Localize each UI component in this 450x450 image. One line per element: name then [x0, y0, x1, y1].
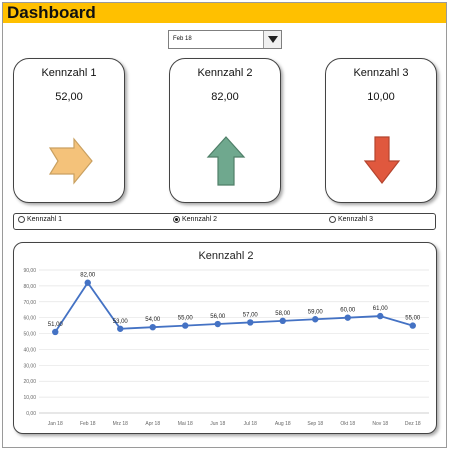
y-tick-label: 20,00: [23, 379, 36, 385]
x-tick-label: Aug 18: [275, 421, 291, 427]
x-tick-label: Jan 18: [48, 421, 63, 427]
arrow-down-icon: [363, 136, 401, 184]
data-label: 57,00: [243, 312, 259, 318]
y-tick-label: 0,00: [26, 411, 36, 417]
x-tick-label: Apr 18: [145, 421, 160, 427]
chart-title: Kennzahl 2: [198, 250, 253, 262]
data-label: 61,00: [373, 306, 389, 312]
radio-option-kennzahl-2[interactable]: Kennzahl 2: [173, 216, 217, 223]
arrow-right-icon: [48, 137, 93, 185]
radio-button[interactable]: [18, 216, 25, 223]
x-tick-label: Jul 18: [244, 421, 258, 427]
line-chart: Kennzahl 2 0,00 10,00 20,00 30,00 40,00 50,00…: [23, 250, 429, 427]
x-tick-label: Jun 18: [210, 421, 225, 427]
kpi-card-value: 10,00: [367, 91, 395, 103]
data-label: 56,00: [210, 314, 226, 320]
kpi-radio-group: Kennzahl 1 Kennzahl 2 Kennzahl 3: [13, 213, 436, 230]
data-point: [117, 325, 124, 332]
radio-option-kennzahl-3[interactable]: Kennzahl 3: [329, 216, 373, 223]
month-dropdown-value: Feb 18: [173, 36, 192, 42]
kpi-card-title: Kennzahl 1: [41, 67, 97, 79]
month-dropdown[interactable]: Feb 18: [168, 30, 282, 49]
radio-option-kennzahl-1[interactable]: Kennzahl 1: [18, 216, 62, 223]
y-tick-label: 80,00: [23, 284, 36, 290]
data-point: [312, 316, 319, 323]
x-tick-label: Nov 18: [372, 421, 388, 427]
kpi-card-title: Kennzahl 2: [197, 67, 253, 79]
y-tick-label: 60,00: [23, 316, 36, 322]
data-label: 60,00: [340, 308, 356, 314]
x-tick-label: Feb 18: [80, 421, 96, 427]
kpi-card-value: 82,00: [211, 91, 239, 103]
data-point: [247, 319, 254, 326]
data-label: 53,00: [113, 319, 129, 325]
y-tick-label: 70,00: [23, 300, 36, 306]
data-point: [279, 317, 286, 325]
data-point: [409, 322, 416, 329]
chart-panel: Kennzahl 2 0,00 10,00 20,00 30,00 40,00 50,00…: [13, 242, 437, 434]
radio-label: Kennzahl 2: [182, 216, 218, 223]
chevron-down-icon[interactable]: [263, 31, 281, 48]
radio-label: Kennzahl 1: [27, 216, 63, 223]
data-point: [182, 322, 189, 329]
kpi-card-2: Kennzahl 2 82,00: [169, 58, 281, 203]
data-label: 59,00: [308, 309, 324, 315]
dashboard-header: Dashboard: [3, 3, 446, 23]
data-point: [52, 328, 59, 336]
radio-button[interactable]: [329, 216, 336, 223]
data-label: 58,00: [275, 311, 291, 317]
x-tick-label: Okt 18: [340, 421, 355, 427]
data-point: [377, 312, 384, 320]
arrow-up-icon: [206, 136, 246, 186]
data-point: [149, 324, 156, 331]
x-tick-label: Mrz 18: [113, 421, 129, 427]
series-line: [54, 281, 414, 333]
y-tick-label: 30,00: [23, 363, 36, 369]
data-label: 55,00: [405, 316, 421, 322]
y-tick-label: 90,00: [23, 268, 36, 274]
radio-label: Kennzahl 3: [338, 216, 374, 223]
radio-button[interactable]: [173, 216, 180, 223]
data-point: [84, 279, 91, 286]
kpi-card-1: Kennzahl 1 52,00: [13, 58, 125, 203]
y-tick-label: 50,00: [23, 332, 36, 338]
kpi-card-title: Kennzahl 3: [353, 67, 409, 79]
x-tick-label: Mai 18: [178, 421, 193, 427]
x-tick-label: Sep 18: [307, 421, 323, 427]
data-point: [344, 314, 351, 321]
kpi-card-value: 52,00: [55, 91, 83, 103]
data-label: 51,00: [48, 322, 64, 328]
y-tick-label: 40,00: [23, 347, 36, 353]
data-point: [214, 320, 221, 328]
kpi-card-3: Kennzahl 3 10,00: [325, 58, 437, 203]
page-title: Dashboard: [7, 3, 96, 22]
data-label: 82,00: [80, 273, 96, 279]
data-label: 54,00: [145, 317, 161, 323]
data-label: 55,00: [178, 316, 194, 322]
x-tick-label: Dez 18: [405, 421, 421, 427]
y-tick-label: 10,00: [23, 395, 36, 401]
